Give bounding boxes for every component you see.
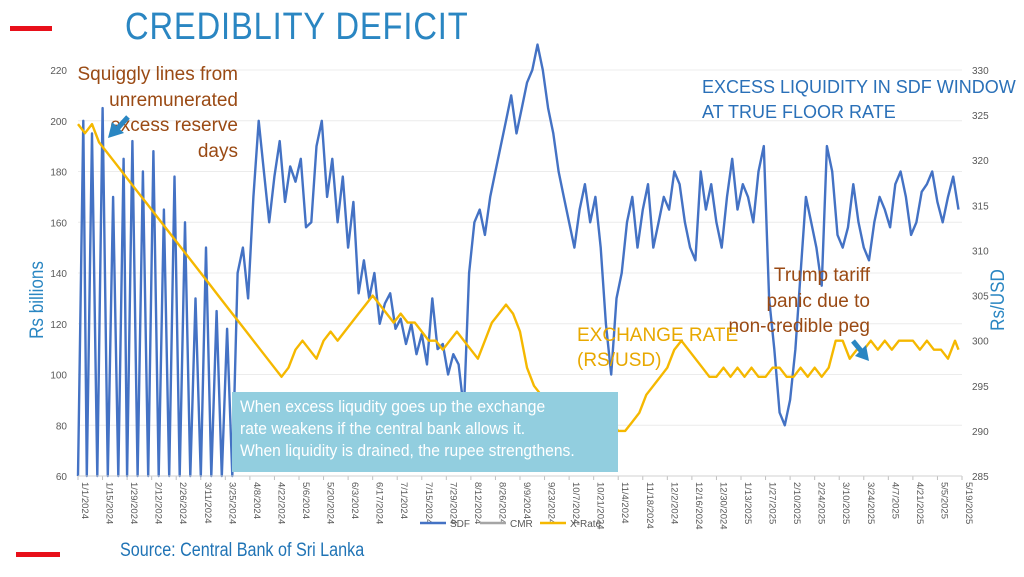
annotation-squiggly-line: days [198, 141, 238, 162]
x-tick-label: 3/24/2025 [865, 482, 876, 524]
y-tick-label: 100 [50, 371, 67, 382]
x-tick-label: 7/1/2024 [398, 482, 409, 519]
x-tick-label: 10/21/2024 [595, 482, 606, 530]
annotation-squiggly-line: excess reserve [110, 115, 238, 136]
x-tick-label: 12/2/2024 [668, 482, 679, 524]
x-tick-label: 1/29/2024 [128, 482, 139, 524]
y2-tick-label: 305 [972, 292, 989, 303]
x-tick-label: 4/21/2025 [914, 482, 925, 524]
x-tick-label: 2/10/2025 [791, 482, 802, 524]
legend-label: X-Rate [570, 519, 602, 530]
x-tick-label: 7/29/2024 [447, 482, 458, 524]
annotation-trump-line: panic due to [766, 291, 870, 312]
x-tick-label: 4/22/2024 [275, 482, 286, 524]
y2-tick-label: 325 [972, 111, 989, 122]
x-tick-label: 9/9/2024 [521, 482, 532, 519]
x-tick-label: 4/8/2024 [251, 482, 262, 519]
x-tick-label: 5/6/2024 [300, 482, 311, 519]
y2-tick-label: 290 [972, 427, 989, 438]
x-tick-label: 6/3/2024 [349, 482, 360, 519]
x-tick-label: 11/4/2024 [619, 482, 630, 524]
source-note: Source: Central Bank of Sri Lanka [120, 540, 365, 561]
y-tick-label: 80 [56, 421, 68, 432]
y-tick-label: 140 [50, 269, 67, 280]
annotation-squiggly-line: unremunerated [109, 90, 238, 111]
x-tick-label: 12/16/2024 [693, 482, 704, 530]
info-callout-line: When excess liqudity goes up the exchang… [240, 397, 546, 416]
arrow-icon [108, 115, 130, 138]
x-tick-label: 3/10/2025 [840, 482, 851, 524]
left-axis-ticks: 60 80 100 120 140 160 180 200 220 [50, 66, 67, 483]
x-tick-label: 9/23/2024 [546, 482, 557, 524]
x-tick-label: 5/5/2025 [938, 482, 949, 519]
info-callout-line: When liquidity is drained, the rupee str… [240, 441, 575, 460]
info-callout-line: rate weakens if the central bank allows … [240, 419, 526, 438]
x-tick-label: 8/26/2024 [496, 482, 507, 524]
y-tick-label: 180 [50, 168, 67, 179]
x-tick-label: 1/13/2025 [742, 482, 753, 524]
y2-tick-label: 315 [972, 201, 989, 212]
x-tick-label: 2/12/2024 [153, 482, 164, 524]
y2-tick-label: 330 [972, 66, 989, 77]
bottom-accent-bar [16, 552, 60, 557]
y2-tick-label: 320 [972, 156, 989, 167]
annotation-excess: EXCESS LIQUIDITY IN SDF WINDOW AT TRUE F… [702, 77, 1016, 122]
annotation-excess-line: AT TRUE FLOOR RATE [702, 102, 896, 122]
annotation-exchange: EXCHANGE RATE (RS/USD) [577, 325, 738, 371]
arrow-icon [851, 339, 869, 361]
x-tick-label: 12/30/2024 [717, 482, 728, 530]
annotation-exchange-line: (RS/USD) [577, 350, 661, 371]
legend-label: CMR [510, 519, 533, 530]
x-tick-label: 1/27/2025 [767, 482, 778, 524]
annotation-excess-line: EXCESS LIQUIDITY IN SDF WINDOW [702, 77, 1016, 97]
x-tick-label: 1/1/2024 [79, 482, 90, 519]
y2-axis-label: Rs/USD [987, 269, 1008, 331]
x-tick-label: 10/7/2024 [570, 482, 581, 524]
x-tick-label: 1/15/2024 [104, 482, 115, 524]
x-tick-label: 2/26/2024 [177, 482, 188, 524]
x-axis-ticks: 1/1/2024 1/15/2024 1/29/2024 2/12/2024 2/26/… [77, 476, 974, 530]
info-callout: When excess liqudity goes up the exchang… [232, 392, 618, 472]
y2-tick-label: 310 [972, 246, 989, 257]
x-tick-label: 3/11/2024 [202, 482, 213, 524]
annotation-exchange-line: EXCHANGE RATE [577, 325, 738, 346]
chart-legend: SDF CMR X-Rate [420, 519, 602, 530]
y2-tick-label: 300 [972, 337, 989, 348]
y-tick-label: 200 [50, 117, 67, 128]
x-tick-label: 5/20/2024 [325, 482, 336, 524]
y-tick-label: 160 [50, 218, 67, 229]
x-tick-label: 8/12/2024 [472, 482, 483, 524]
y-tick-label: 220 [50, 66, 67, 77]
x-tick-label: 11/18/2024 [644, 482, 655, 529]
annotation-squiggly-line: Squiggly lines from [77, 64, 238, 85]
y-tick-label: 60 [56, 472, 68, 483]
right-axis-ticks: 285 290 295 300 305 310 315 320 325 330 [972, 66, 989, 483]
top-accent-bar [10, 26, 52, 31]
x-tick-label: 3/25/2024 [226, 482, 237, 524]
annotation-trump-line: Trump tariff [774, 265, 871, 286]
x-tick-label: 5/19/2025 [963, 482, 974, 524]
annotation-trump: Trump tariff panic due to non-credible p… [728, 265, 870, 337]
y2-tick-label: 295 [972, 382, 989, 393]
annotation-trump-line: non-credible peg [728, 316, 870, 337]
x-tick-label: 6/17/2024 [374, 482, 385, 524]
y-tick-label: 120 [50, 320, 67, 331]
x-tick-label: 2/24/2025 [816, 482, 827, 524]
series-line-x-rate [77, 122, 960, 433]
y-axis-label: Rs billions [26, 261, 47, 339]
legend-label: SDF [450, 519, 470, 530]
annotation-squiggly: Squiggly lines from unremunerated excess… [77, 64, 238, 162]
slide-title: CREDIBLITY DEFICIT [125, 6, 469, 48]
x-tick-label: 7/15/2024 [423, 482, 434, 524]
y2-tick-label: 285 [972, 472, 989, 483]
x-tick-label: 4/7/2025 [889, 482, 900, 519]
